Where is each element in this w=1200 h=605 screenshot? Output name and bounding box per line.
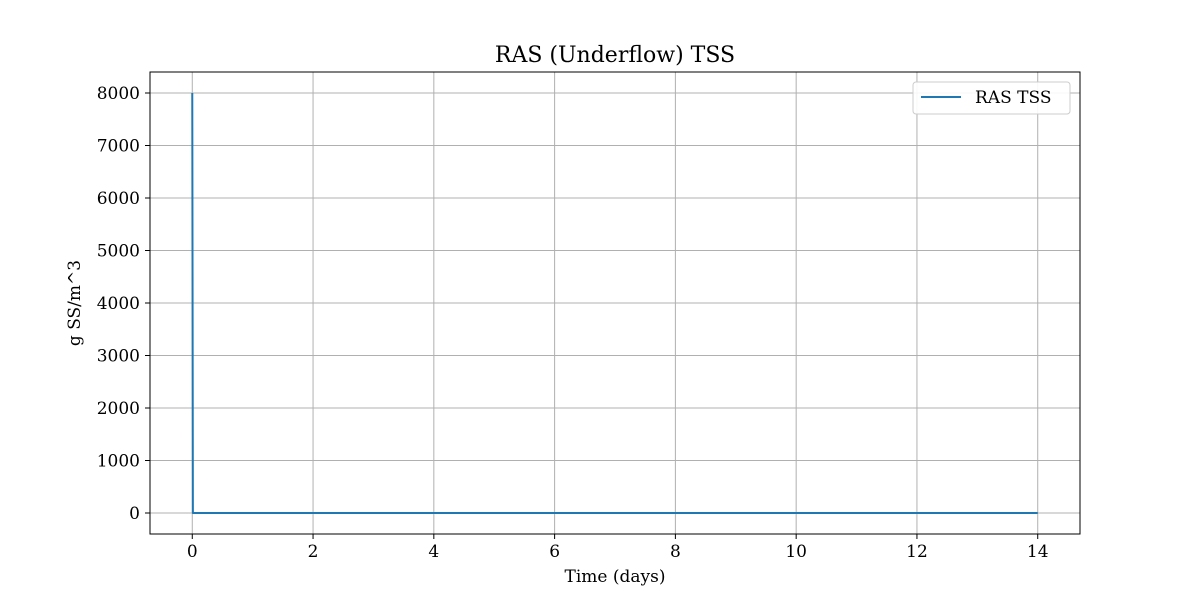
y-tick-label: 3000 <box>97 347 140 367</box>
legend-box <box>912 81 1071 115</box>
x-tick-label: 4 <box>428 542 439 562</box>
x-axis-label: Time (days) <box>565 567 666 587</box>
y-tick-label: 0 <box>129 504 140 524</box>
x-tick-label: 2 <box>308 542 319 562</box>
x-tick-label: 8 <box>670 542 681 562</box>
legend-label-ras-tss: RAS TSS <box>975 88 1051 108</box>
x-tick-label: 14 <box>1027 542 1049 562</box>
series-layer <box>191 92 1038 514</box>
series-line-0 <box>191 92 1038 514</box>
chart-title: RAS (Underflow) TSS <box>495 43 735 68</box>
y-tick-label: 8000 <box>97 84 140 104</box>
y-tick-label: 5000 <box>97 242 140 262</box>
y-tick-label: 1000 <box>97 452 140 472</box>
y-tick-label: 7000 <box>97 137 140 157</box>
y-tick-label: 4000 <box>97 294 140 314</box>
x-tick-label: 10 <box>785 542 807 562</box>
y-axis-label: g SS/m^3 <box>65 260 85 346</box>
x-tick-label: 6 <box>549 542 560 562</box>
x-tick-label: 0 <box>187 542 198 562</box>
ticks: 0 2 4 6 8 10 12 14 0 1000 2000 3000 4000 5000 6000 7000… <box>97 84 1049 562</box>
legend: RAS TSS <box>912 81 1071 115</box>
y-tick-label: 6000 <box>97 189 140 209</box>
x-tick-label: 12 <box>906 542 928 562</box>
y-tick-label: 2000 <box>97 399 140 419</box>
